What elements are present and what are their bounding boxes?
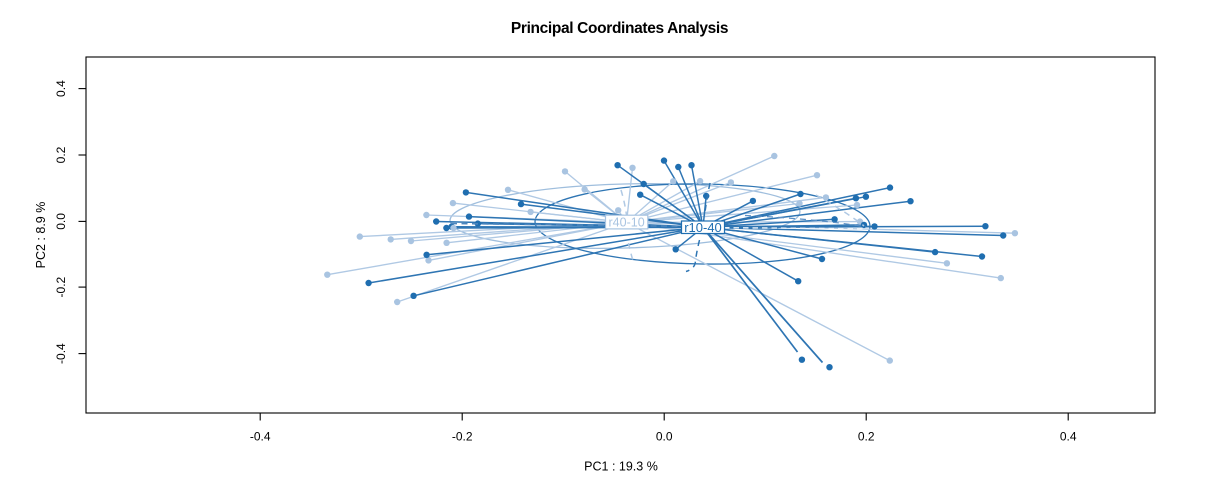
svg-text:-0.2: -0.2 [452,430,473,444]
svg-text:PC2 : 8.9 %: PC2 : 8.9 % [34,202,48,269]
svg-text:0.4: 0.4 [54,80,68,97]
svg-text:-0.4: -0.4 [54,343,68,364]
svg-text:0.0: 0.0 [656,430,673,444]
svg-text:0.4: 0.4 [1060,430,1077,444]
svg-text:0.0: 0.0 [54,213,68,230]
svg-text:r40-10: r40-10 [609,216,645,230]
svg-text:r10-40: r10-40 [684,220,722,235]
svg-text:-0.2: -0.2 [54,276,68,297]
svg-text:0.2: 0.2 [858,430,875,444]
svg-text:0.2: 0.2 [54,146,68,163]
svg-text:Principal Coordinates Analysis: Principal Coordinates Analysis [511,20,728,37]
svg-text:PC1 : 19.3 %: PC1 : 19.3 % [584,460,658,474]
svg-text:-0.4: -0.4 [250,430,271,444]
